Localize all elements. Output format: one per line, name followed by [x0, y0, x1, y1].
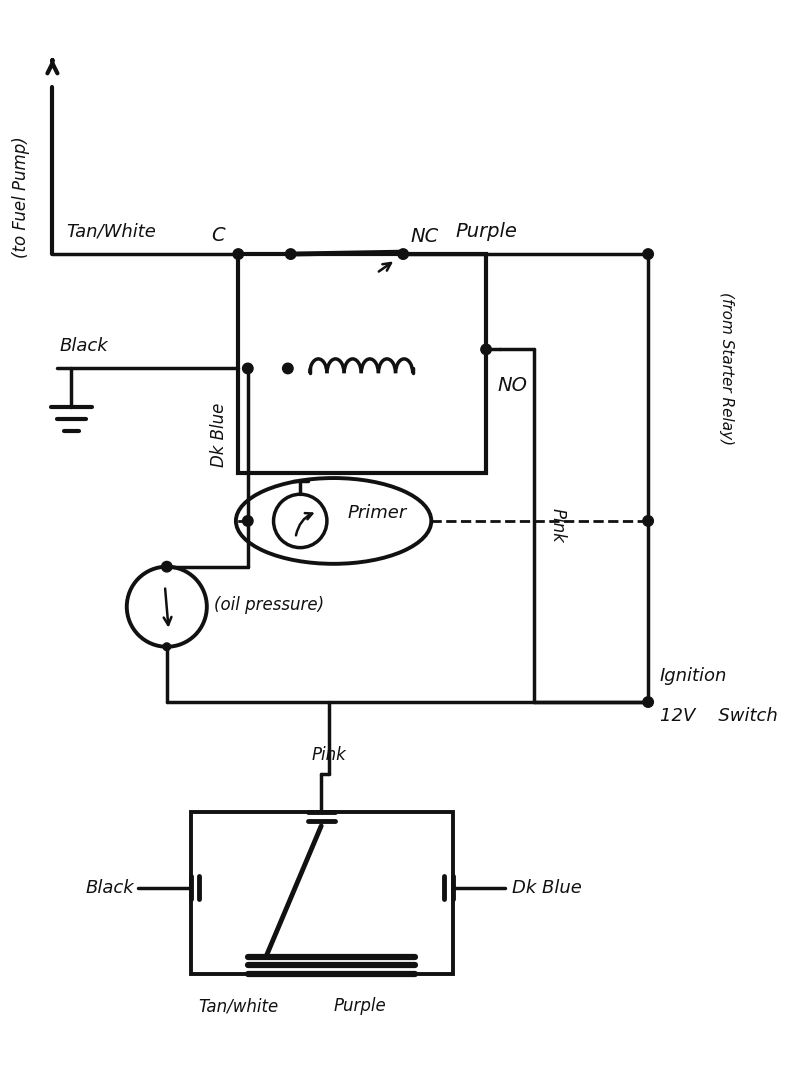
Text: Tan/White: Tan/White: [67, 222, 156, 241]
Text: Primer: Primer: [348, 504, 407, 523]
Text: (to Fuel Pump): (to Fuel Pump): [12, 136, 30, 258]
Text: C: C: [211, 226, 225, 244]
Circle shape: [243, 363, 253, 374]
Text: (from Starter Relay): (from Starter Relay): [719, 292, 734, 445]
Text: Black: Black: [86, 879, 134, 896]
Circle shape: [283, 363, 293, 374]
Circle shape: [481, 345, 491, 354]
Bar: [191, 812, 453, 974]
Text: Pink: Pink: [549, 509, 567, 543]
Text: NO: NO: [498, 376, 527, 395]
Text: 12V    Switch: 12V Switch: [660, 706, 777, 725]
Text: Tan/white: Tan/white: [198, 998, 279, 1015]
Text: Ignition: Ignition: [660, 666, 727, 685]
Text: Dk Blue: Dk Blue: [210, 403, 228, 468]
Text: Dk Blue: Dk Blue: [512, 879, 582, 896]
Text: Purple: Purple: [456, 221, 518, 241]
Text: Black: Black: [59, 337, 108, 355]
Circle shape: [643, 248, 653, 259]
Text: NC: NC: [410, 228, 439, 246]
Text: (oil pressure): (oil pressure): [214, 596, 325, 613]
Circle shape: [233, 248, 244, 259]
Circle shape: [643, 515, 653, 526]
Circle shape: [243, 515, 253, 526]
Circle shape: [398, 248, 408, 259]
Circle shape: [163, 643, 171, 650]
Circle shape: [161, 562, 172, 572]
Bar: [238, 254, 486, 473]
Text: Purple: Purple: [333, 998, 387, 1015]
Circle shape: [286, 248, 296, 259]
Text: Pink: Pink: [311, 746, 346, 764]
Circle shape: [643, 697, 653, 707]
